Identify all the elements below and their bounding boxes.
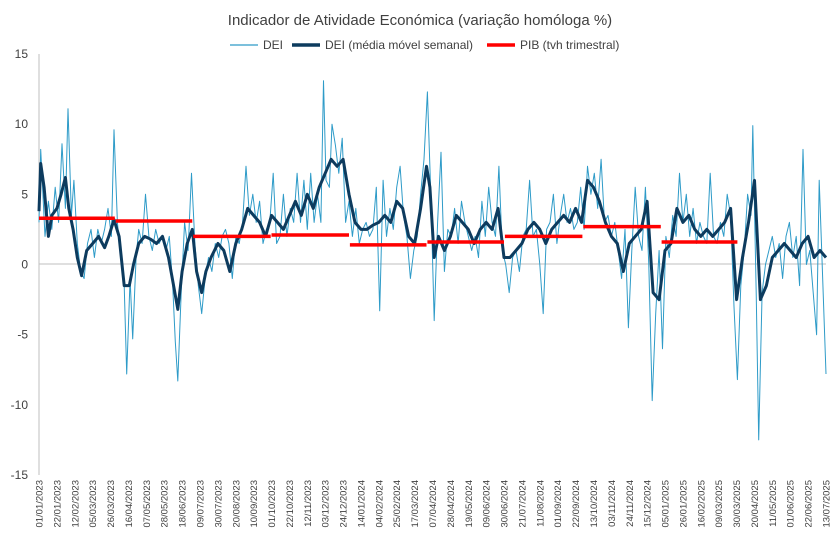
x-tick-label: 18/06/2023 [178,480,189,528]
x-tick-label: 05/03/2023 [88,480,99,528]
x-tick-label: 26/01/2025 [678,480,689,528]
y-tick-label: 5 [21,187,28,201]
x-tick-label: 25/02/2024 [392,480,403,528]
x-tick-label: 16/04/2023 [124,480,135,528]
x-tick-label: 03/11/2024 [607,480,618,527]
legend-label-dei: DEI [263,38,283,52]
series-dei-line [38,80,827,441]
chart-title: Indicador de Atividade Económica (variaç… [228,12,612,29]
x-tick-label: 16/02/2025 [696,480,707,528]
x-tick-label: 17/03/2024 [410,480,421,528]
x-tick-label: 20/08/2023 [231,480,242,528]
x-tick-label: 26/03/2023 [106,480,117,528]
legend: DEI DEI (média móvel semanal) PIB (tvh t… [230,38,619,52]
x-tick-label: 13/10/2024 [589,480,600,528]
legend-label-pib: PIB (tvh trimestral) [520,38,619,52]
y-tick-label: 0 [21,258,28,272]
x-tick-label: 22/06/2025 [804,480,815,528]
x-tick-label: 22/01/2023 [52,480,63,528]
x-tick-label: 01/06/2025 [786,480,797,528]
x-tick-label: 11/05/2025 [768,480,779,527]
x-tick-label: 01/01/2023 [35,480,46,528]
x-tick-label: 09/07/2023 [196,480,207,528]
plot-area [37,80,828,441]
x-tick-label: 09/03/2025 [714,480,725,528]
x-tick-label: 28/04/2024 [446,480,457,528]
x-tick-label: 03/12/2023 [321,480,332,528]
x-tick-label: 12/11/2023 [303,480,314,527]
x-tick-label: 11/08/2024 [535,480,546,527]
x-tick-label: 30/07/2023 [213,480,224,528]
x-tick-label: 09/06/2024 [482,480,493,528]
y-ticks: 15 10 5 0 -5 -10 -15 [11,47,29,482]
x-tick-label: 07/05/2023 [142,480,153,528]
x-tick-label: 01/10/2023 [267,480,278,528]
x-tick-label: 12/02/2023 [70,480,81,528]
y-tick-label: 10 [15,117,29,131]
y-tick-label: -10 [11,398,29,412]
x-tick-label: 28/05/2023 [160,480,171,528]
x-tick-label: 30/06/2024 [500,480,511,528]
y-tick-label: 15 [15,47,29,61]
x-tick-label: 14/01/2024 [357,480,368,528]
y-tick-label: -15 [11,468,29,482]
y-tick-label: -5 [17,328,28,342]
x-tick-label: 10/09/2023 [249,480,260,528]
x-tick-label: 19/05/2024 [464,480,475,528]
x-tick-label: 04/02/2024 [374,480,385,528]
x-tick-label: 20/04/2025 [750,480,761,528]
x-ticks: 01/01/2023 22/01/2023 12/02/2023 05/03/2023… [35,480,833,528]
x-tick-label: 15/12/2024 [643,480,654,528]
x-tick-label: 21/07/2024 [517,480,528,528]
x-tick-label: 24/11/2024 [625,480,636,527]
x-tick-label: 05/01/2025 [661,480,672,528]
x-tick-label: 30/03/2025 [732,480,743,528]
x-tick-label: 07/04/2024 [428,480,439,528]
x-tick-label: 01/09/2024 [553,480,564,528]
x-tick-label: 24/12/2023 [339,480,350,528]
x-tick-label: 22/10/2023 [285,480,296,528]
x-tick-label: 13/07/2025 [822,480,833,528]
legend-label-dei-mm: DEI (média móvel semanal) [325,38,473,52]
x-tick-label: 22/09/2024 [571,480,582,528]
